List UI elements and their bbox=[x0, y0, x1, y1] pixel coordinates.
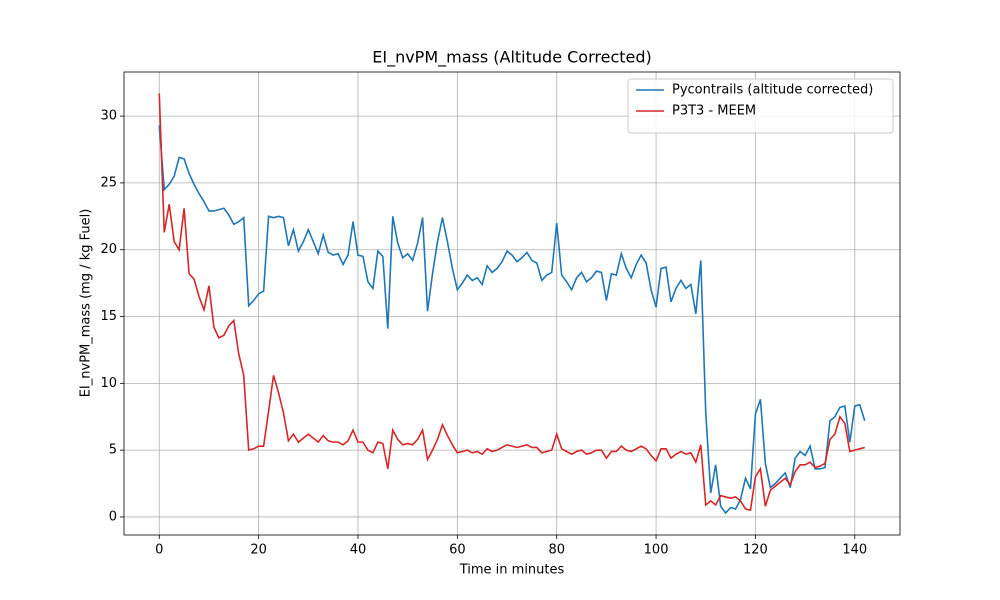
y-tick-label: 10 bbox=[100, 376, 117, 391]
x-tick-label: 100 bbox=[644, 543, 669, 558]
chart-title: EI_nvPM_mass (Altitude Corrected) bbox=[372, 48, 652, 68]
x-tick-label: 40 bbox=[350, 543, 367, 558]
data-line bbox=[158, 93, 865, 512]
x-tick-label: 80 bbox=[548, 543, 565, 558]
legend-label: Pycontrails (altitude corrected) bbox=[672, 83, 873, 98]
y-tick-label: 0 bbox=[109, 509, 117, 524]
x-tick-label: 120 bbox=[743, 543, 768, 558]
x-tick-label: 0 bbox=[155, 543, 163, 558]
data-line bbox=[158, 125, 866, 515]
y-tick-label: 25 bbox=[100, 175, 117, 190]
legend-label: P3T3 - MEEM bbox=[672, 104, 756, 119]
x-tick-label: 140 bbox=[842, 543, 867, 558]
x-axis-label: Time in minutes bbox=[459, 563, 565, 578]
y-tick-label: 15 bbox=[100, 309, 117, 324]
axes-frame bbox=[123, 71, 901, 536]
y-tick-label: 20 bbox=[100, 242, 117, 257]
x-tick-label: 20 bbox=[250, 543, 267, 558]
x-tick-label: 60 bbox=[449, 543, 466, 558]
y-tick-label: 30 bbox=[100, 109, 117, 124]
y-tick-label: 5 bbox=[109, 443, 117, 458]
legend-box bbox=[627, 78, 894, 134]
y-axis-label: EI_nvPM_mass (mg / kg Fuel) bbox=[79, 209, 94, 398]
legend: Pycontrails (altitude corrected) P3T3 - M… bbox=[627, 78, 894, 134]
